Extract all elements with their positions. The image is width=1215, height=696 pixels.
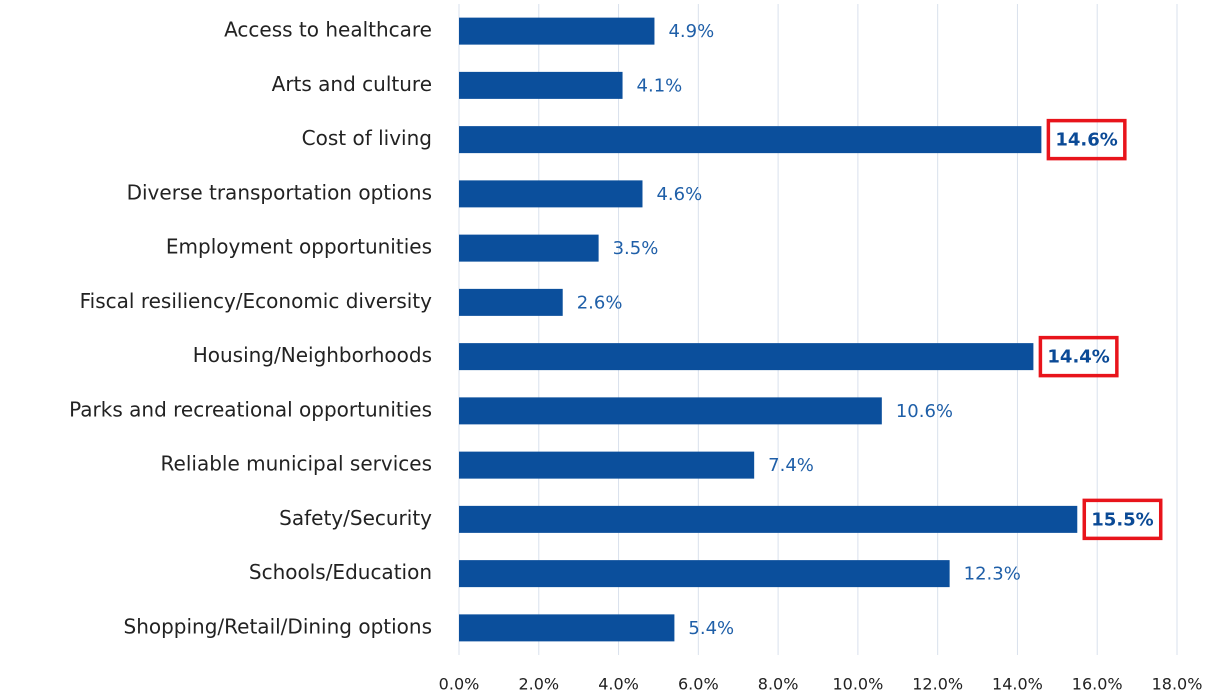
bar bbox=[459, 451, 755, 479]
data-label: 7.4% bbox=[768, 455, 814, 476]
x-tick-label: 2.0% bbox=[518, 675, 559, 694]
bar bbox=[459, 234, 599, 262]
x-tick-label: 14.0% bbox=[992, 675, 1043, 694]
highlight-box bbox=[1046, 118, 1127, 161]
bar bbox=[459, 614, 675, 642]
category-label: Fiscal resiliency/Economic diversity bbox=[80, 289, 433, 313]
category-label: Housing/Neighborhoods bbox=[193, 343, 432, 367]
highlight-box bbox=[1082, 498, 1163, 541]
data-label: 4.9% bbox=[668, 21, 714, 42]
x-tick-label: 18.0% bbox=[1152, 675, 1203, 694]
data-label: 2.6% bbox=[577, 292, 623, 313]
category-label: Diverse transportation options bbox=[127, 180, 432, 204]
data-label: 5.4% bbox=[688, 618, 734, 639]
bar bbox=[459, 288, 563, 316]
x-tick-label: 6.0% bbox=[678, 675, 719, 694]
bar bbox=[459, 180, 643, 208]
data-label: 3.5% bbox=[613, 238, 659, 259]
category-label: Reliable municipal services bbox=[161, 452, 432, 476]
category-label: Employment opportunities bbox=[166, 235, 432, 259]
category-label: Cost of living bbox=[302, 126, 432, 150]
bar bbox=[459, 560, 950, 588]
data-label: 4.1% bbox=[637, 75, 683, 96]
category-label: Schools/Education bbox=[249, 560, 432, 584]
bar bbox=[459, 71, 623, 99]
data-label: 15.5% bbox=[1091, 509, 1153, 530]
data-label: 4.6% bbox=[656, 184, 702, 205]
bar bbox=[459, 397, 882, 425]
bar bbox=[459, 343, 1034, 371]
category-label: Shopping/Retail/Dining options bbox=[124, 614, 433, 638]
x-tick-label: 10.0% bbox=[832, 675, 883, 694]
x-tick-label: 0.0% bbox=[439, 675, 480, 694]
x-tick-label: 4.0% bbox=[598, 675, 639, 694]
x-tick-label: 8.0% bbox=[758, 675, 799, 694]
category-label: Access to healthcare bbox=[224, 18, 432, 42]
highlight-box bbox=[1038, 335, 1119, 378]
category-label: Safety/Security bbox=[279, 506, 432, 530]
category-label: Parks and recreational opportunities bbox=[69, 397, 432, 421]
data-label: 14.4% bbox=[1047, 347, 1109, 368]
category-label: Arts and culture bbox=[272, 72, 432, 96]
x-tick-label: 16.0% bbox=[1072, 675, 1123, 694]
data-label: 14.6% bbox=[1055, 130, 1117, 151]
bar bbox=[459, 17, 655, 45]
data-label: 10.6% bbox=[896, 401, 953, 422]
x-tick-label: 12.0% bbox=[912, 675, 963, 694]
bar bbox=[459, 126, 1042, 154]
bar bbox=[459, 505, 1078, 533]
data-label: 12.3% bbox=[964, 564, 1021, 585]
